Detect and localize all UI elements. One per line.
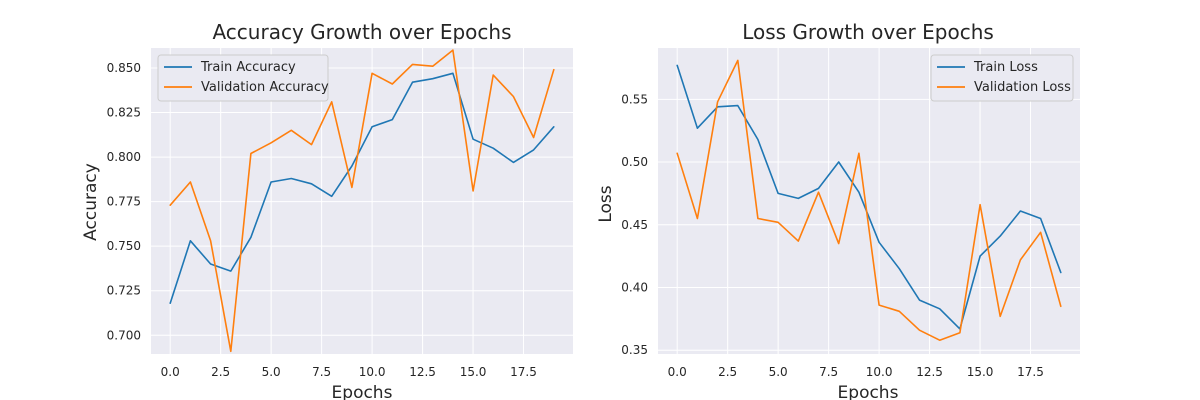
accuracy-y-tick-label: 0.725 xyxy=(107,284,141,298)
accuracy-x-tick-label: 5.0 xyxy=(262,365,281,379)
loss-x-tick-label: 15.0 xyxy=(967,365,994,379)
loss-y-axis-label: Loss xyxy=(596,185,616,222)
loss-legend-label: Validation Loss xyxy=(974,80,1071,95)
loss-y-tick-label: 0.40 xyxy=(621,281,648,295)
accuracy-y-tick-label: 0.825 xyxy=(107,106,141,120)
loss-x-axis-label: Epochs xyxy=(838,383,899,400)
accuracy-y-tick-label: 0.850 xyxy=(107,61,141,75)
accuracy-series-line-train-accuracy xyxy=(169,72,555,305)
accuracy-x-tick-label: 2.5 xyxy=(211,365,230,379)
loss-chart: 0.0 2.5 5.0 7.5 10.0 12.5 15.0 17.5 0.35 0.40 0.45… xyxy=(596,20,1080,400)
accuracy-x-tick-label: 0.0 xyxy=(161,365,180,379)
accuracy-legend-label: Train Accuracy xyxy=(200,60,296,75)
accuracy-y-axis-label: Accuracy xyxy=(81,163,101,241)
accuracy-series-line-validation-accuracy xyxy=(169,49,555,353)
loss-series-line-train-loss xyxy=(676,64,1062,330)
accuracy-x-tick-label: 12.5 xyxy=(409,365,436,379)
accuracy-y-tick-label: 0.800 xyxy=(107,150,141,164)
loss-series-line-validation-loss xyxy=(676,59,1062,342)
accuracy-legend-label: Validation Accuracy xyxy=(201,80,329,95)
accuracy-x-tick-label: 17.5 xyxy=(510,365,537,379)
loss-y-tick-label: 0.35 xyxy=(621,343,648,357)
accuracy-plot-area: 0.0 2.5 5.0 7.5 10.0 12.5 15.0 17.5 0.700 0.725 0.… xyxy=(107,48,573,379)
accuracy-x-tick-label: 15.0 xyxy=(460,365,487,379)
loss-chart-title: Loss Growth over Epochs xyxy=(742,20,994,44)
loss-x-tick-label: 0.0 xyxy=(668,365,687,379)
loss-plot-area: 0.0 2.5 5.0 7.5 10.0 12.5 15.0 17.5 0.35 0.40 0.45… xyxy=(621,48,1080,379)
loss-y-tick-label: 0.55 xyxy=(621,92,648,106)
accuracy-chart-title: Accuracy Growth over Epochs xyxy=(212,20,511,44)
accuracy-y-tick-label: 0.700 xyxy=(107,328,141,342)
accuracy-x-axis-label: Epochs xyxy=(332,383,393,400)
accuracy-x-tick-label: 7.5 xyxy=(312,365,331,379)
accuracy-legend: Train Accuracy Validation Accuracy xyxy=(157,54,329,102)
accuracy-y-tick-label: 0.775 xyxy=(107,195,141,209)
loss-x-tick-label: 5.0 xyxy=(769,365,788,379)
loss-legend-box xyxy=(930,54,1074,102)
accuracy-legend-box xyxy=(157,54,329,102)
loss-x-tick-label: 10.0 xyxy=(866,365,893,379)
accuracy-y-tick-label: 0.750 xyxy=(107,239,141,253)
loss-x-tick-label: 7.5 xyxy=(819,365,838,379)
loss-x-tick-label: 17.5 xyxy=(1017,365,1044,379)
loss-y-tick-label: 0.50 xyxy=(621,155,648,169)
accuracy-chart: 0.0 2.5 5.0 7.5 10.0 12.5 15.0 17.5 0.700 0.725 0.… xyxy=(81,20,573,400)
loss-x-tick-label: 2.5 xyxy=(718,365,737,379)
loss-x-tick-label: 12.5 xyxy=(916,365,943,379)
loss-legend: Train Loss Validation Loss xyxy=(930,54,1074,102)
accuracy-x-tick-label: 10.0 xyxy=(359,365,386,379)
loss-legend-label: Train Loss xyxy=(973,60,1038,75)
loss-y-tick-label: 0.45 xyxy=(621,218,648,232)
